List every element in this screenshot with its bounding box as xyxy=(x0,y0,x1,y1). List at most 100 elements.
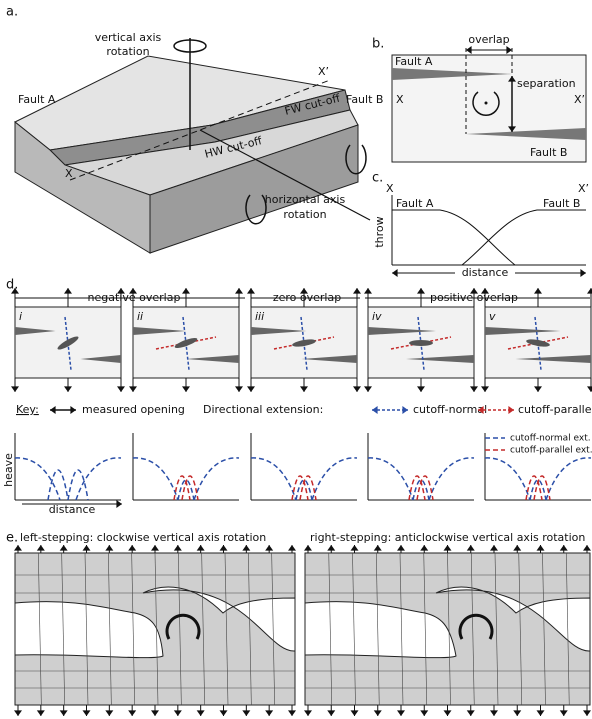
arrowhead xyxy=(288,710,296,716)
arrowhead xyxy=(220,710,228,716)
arrowhead xyxy=(182,386,190,392)
rotation-center xyxy=(485,102,488,105)
arrowhead xyxy=(353,386,361,392)
fault-b-throw xyxy=(462,210,586,265)
arrowhead xyxy=(470,386,478,392)
arrowhead xyxy=(372,406,378,414)
arrowhead xyxy=(128,545,136,551)
arrowhead xyxy=(583,710,591,716)
page: Fault relay rotation figure {"panel_a": … xyxy=(0,0,592,719)
arrowhead xyxy=(467,710,475,716)
arrowhead xyxy=(300,386,308,392)
arrowhead xyxy=(374,710,382,716)
heave-curve xyxy=(312,458,357,500)
arrowhead xyxy=(151,710,159,716)
arrowhead xyxy=(83,545,91,551)
arrowhead xyxy=(466,46,472,54)
annotation: vertical axis xyxy=(95,31,162,44)
arrowhead xyxy=(490,545,498,551)
arrowhead xyxy=(265,710,273,716)
figure: a. vertical axis rotation Fault A X’ Fau… xyxy=(0,0,592,719)
arrowhead xyxy=(444,545,452,551)
arrowhead xyxy=(235,288,243,294)
arrowhead xyxy=(583,545,591,551)
arrowhead xyxy=(417,288,425,294)
case-label: v xyxy=(489,310,496,323)
arrowhead xyxy=(105,545,113,551)
arrowhead xyxy=(247,386,255,392)
arrowhead xyxy=(128,710,136,716)
arrowhead xyxy=(247,288,255,294)
key-entry: measured opening xyxy=(82,403,185,416)
arrowhead xyxy=(364,288,372,294)
panel-title: left-stepping: clockwise vertical axis r… xyxy=(20,531,266,544)
arrowhead xyxy=(116,500,122,508)
arrowhead xyxy=(129,386,137,392)
panel-title: right-stepping: anticlockwise vertical a… xyxy=(310,531,585,544)
arrowhead xyxy=(37,710,45,716)
case-label: ii xyxy=(137,310,143,323)
annotation: overlap xyxy=(468,33,509,46)
arrowhead xyxy=(37,545,45,551)
heave-curve xyxy=(368,458,413,500)
arrowhead xyxy=(220,545,228,551)
arrowhead xyxy=(444,710,452,716)
arrowhead xyxy=(265,545,273,551)
heave-curve xyxy=(133,458,178,500)
arrowhead xyxy=(513,545,521,551)
arrowhead xyxy=(353,288,361,294)
arrowhead xyxy=(364,386,372,392)
arrowhead xyxy=(182,288,190,294)
annotation: Fault A xyxy=(18,93,56,106)
arrowhead xyxy=(60,710,68,716)
arrowhead xyxy=(327,710,335,716)
arrowhead xyxy=(420,545,428,551)
annotation: rotation xyxy=(283,208,326,221)
arrowhead xyxy=(327,545,335,551)
axis-title: throw xyxy=(373,216,386,247)
annotation: X’ xyxy=(574,93,585,106)
arrowhead xyxy=(397,545,405,551)
opening xyxy=(409,340,433,346)
arrowhead xyxy=(481,386,489,392)
arrowhead xyxy=(83,710,91,716)
annotation: separation xyxy=(517,77,576,90)
annotation: Fault A xyxy=(396,197,434,210)
arrowhead xyxy=(14,545,22,551)
arrowhead xyxy=(351,545,359,551)
arrowhead xyxy=(490,710,498,716)
key-title: Key: xyxy=(16,403,39,416)
legend-entry: cutoff-normal ext. xyxy=(510,434,591,444)
panel-label: e. xyxy=(6,531,18,546)
heave-curve xyxy=(251,458,296,500)
annotation: horizontal axis xyxy=(265,193,346,206)
arrowhead xyxy=(467,545,475,551)
heave-curve xyxy=(15,458,60,500)
arrowhead xyxy=(534,386,542,392)
arrowhead xyxy=(235,386,243,392)
annotation: Fault B xyxy=(530,146,567,159)
annotation: X xyxy=(65,167,73,180)
annotation: X’ xyxy=(578,182,589,195)
arrowhead xyxy=(50,406,56,414)
arrowhead xyxy=(197,545,205,551)
arrowhead xyxy=(174,545,182,551)
arrowhead xyxy=(288,545,296,551)
case-label: iii xyxy=(255,310,264,323)
arrowhead xyxy=(560,710,568,716)
annotation: Fault B xyxy=(346,93,383,106)
arrowhead xyxy=(197,710,205,716)
arrowhead xyxy=(397,710,405,716)
arrowhead xyxy=(537,545,545,551)
body: a. vertical axis rotation Fault A X’ Fau… xyxy=(0,0,592,719)
annotation: rotation xyxy=(106,45,149,58)
arrowhead xyxy=(420,710,428,716)
arrowhead xyxy=(580,269,586,277)
arrowhead xyxy=(70,406,76,414)
axis-title: heave xyxy=(2,453,15,487)
arrowhead xyxy=(304,545,312,551)
arrowhead xyxy=(587,288,592,294)
annotation: Fault A xyxy=(395,55,433,68)
arrowhead xyxy=(506,46,512,54)
arrowhead xyxy=(508,406,514,414)
